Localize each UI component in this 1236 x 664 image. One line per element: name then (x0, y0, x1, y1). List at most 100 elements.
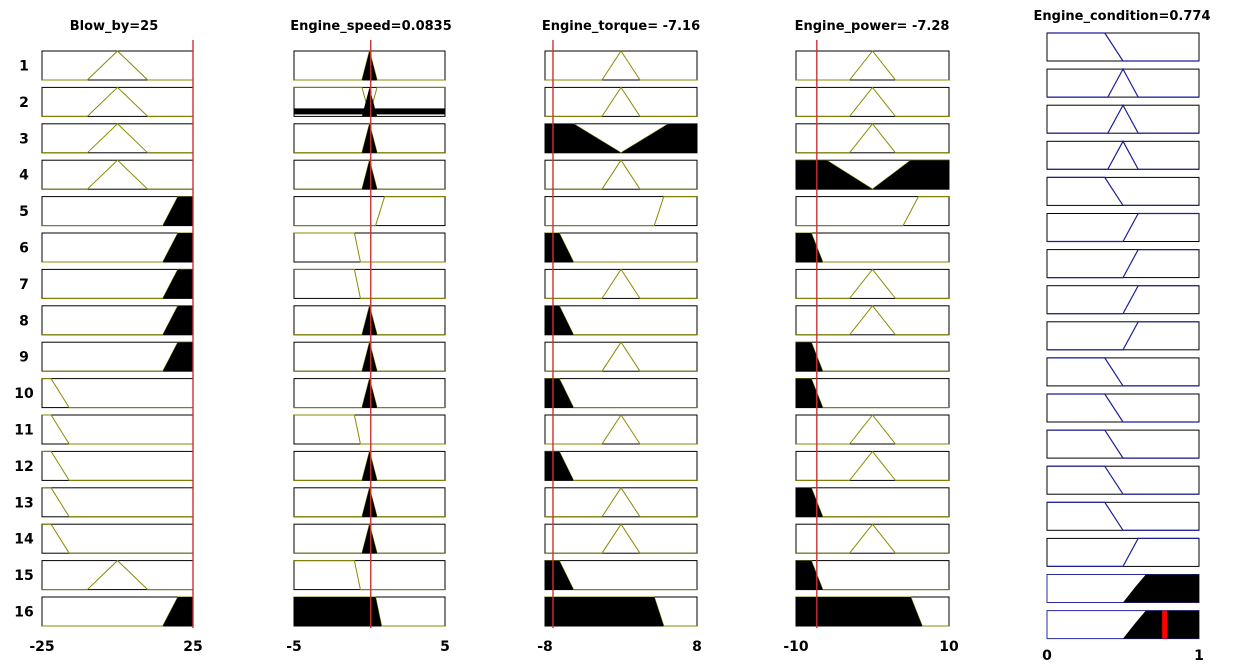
rule-number: 4 (19, 168, 29, 184)
mf-box (544, 159, 698, 190)
mf-curve (42, 50, 193, 81)
mf-fill (294, 524, 445, 554)
mf-curve (42, 559, 193, 591)
engine-speed-mf-cell (293, 303, 446, 336)
mf-box (795, 196, 950, 227)
mf-box (1046, 285, 1200, 315)
engine-speed-mf-cell (293, 522, 446, 554)
rule-number: 2 (19, 95, 29, 111)
mf-box (544, 523, 698, 554)
mf-box (41, 487, 194, 518)
mf-fill (545, 560, 697, 590)
mf-curve (796, 122, 949, 154)
rule-number: 13 (14, 495, 33, 511)
rule-number: 9 (19, 350, 29, 366)
mf-fill (294, 378, 445, 408)
mf-curve (545, 523, 697, 554)
mf-box (1046, 68, 1200, 98)
engine-condition-mf-cell (1046, 501, 1200, 531)
mf-fill (796, 487, 949, 517)
mf-curve (796, 86, 949, 117)
mf-box (795, 305, 950, 336)
engine-speed-mf-cell (293, 596, 446, 627)
mf-curve (796, 50, 949, 81)
mf-curve (1047, 176, 1199, 206)
mf-curve (1047, 32, 1199, 62)
mf-box (795, 86, 950, 117)
mf-box (795, 523, 950, 554)
mf-curve (796, 523, 949, 554)
mf-fill (294, 51, 445, 80)
mf-curve (1047, 212, 1199, 243)
blow-by-mf-cell (41, 414, 194, 445)
rule-number: 15 (14, 568, 33, 584)
mf-fill (545, 378, 697, 408)
mf-curve (294, 232, 445, 263)
mf-curve (545, 50, 697, 81)
mf-box (1046, 140, 1200, 170)
engine-torque-mf-cell (544, 159, 698, 190)
mf-fill (545, 123, 697, 153)
mf-fill (545, 233, 697, 262)
engine-power-mf-cell (795, 159, 950, 190)
mf-fill (796, 233, 949, 262)
mf-curve (294, 560, 445, 591)
engine-power-mf-cell (795, 414, 950, 445)
mf-box (544, 196, 698, 227)
blow-by-mf-cell (41, 159, 194, 190)
blow-by-mf-cell (41, 232, 194, 263)
mf-curve (545, 341, 697, 372)
engine-speed-mf-cell (293, 485, 446, 518)
mf-fill (42, 233, 193, 262)
mf-fill (545, 305, 697, 335)
mf-box (41, 378, 194, 409)
blow-by-mf-cell (41, 523, 194, 554)
mf-curve (796, 414, 949, 445)
mf-box (795, 50, 950, 81)
engine-torque-mf-cell (544, 268, 698, 299)
mf-box (1046, 537, 1200, 567)
mf-fill (545, 451, 697, 481)
engine-torque-mf-cell (544, 341, 698, 372)
mf-curve (796, 196, 949, 227)
mf-box (1046, 357, 1200, 387)
mf-curve (294, 414, 445, 445)
blow-by-mf-cell (41, 487, 194, 518)
mf-fill (796, 597, 949, 626)
engine-power-mf-cell (795, 523, 950, 554)
rule-number: 8 (19, 313, 29, 329)
mf-curve (42, 450, 193, 481)
mf-box (293, 560, 446, 591)
mf-box (544, 268, 698, 299)
mf-box (1046, 249, 1200, 279)
mf-fill (294, 342, 445, 372)
engine-power-mf-cell (795, 378, 950, 409)
mf-curve (294, 196, 445, 227)
engine-power-mf-cell (795, 268, 950, 299)
mf-box (41, 523, 194, 554)
axis-min-label: -5 (286, 639, 302, 655)
engine-condition-mf-cell (1046, 32, 1200, 62)
engine-torque-mf-cell (544, 523, 698, 554)
engine-speed-mf-cell (293, 49, 446, 81)
engine-speed-title: Engine_speed=0.0835 (290, 19, 452, 34)
mf-curve (545, 268, 697, 299)
mf-fill (361, 87, 378, 117)
engine-torque-mf-cell (544, 50, 698, 81)
mf-box (544, 50, 698, 81)
blow-by-mf-cell (41, 341, 194, 372)
engine-condition-aggregate (1046, 610, 1200, 640)
mf-box (293, 196, 446, 227)
mf-box (544, 414, 698, 445)
mf-fill (42, 269, 193, 299)
mf-box (41, 560, 194, 591)
blow-by-mf-cell (41, 50, 194, 81)
engine-speed-mf-cell (293, 121, 446, 154)
mf-fill (796, 342, 949, 372)
mf-fill (42, 342, 193, 372)
engine-torque-mf-cell (544, 450, 698, 481)
engine-torque-mf-cell (544, 414, 698, 445)
aggregate-fill (1123, 574, 1199, 603)
engine-speed-mf-cell (293, 376, 446, 409)
blow-by-title: Blow_by=25 (70, 19, 159, 34)
